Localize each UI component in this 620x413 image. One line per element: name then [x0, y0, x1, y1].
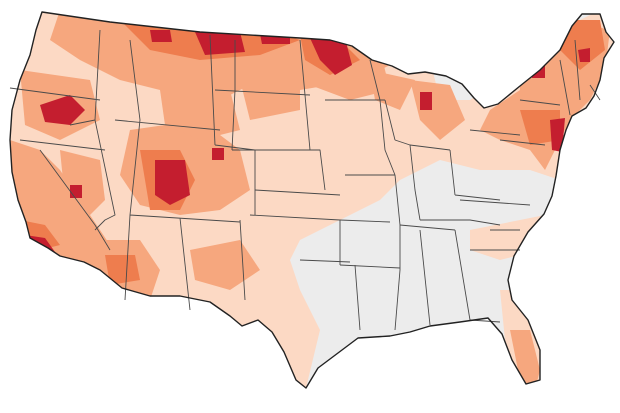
- level4-hotspot-minnesota: [310, 38, 352, 75]
- level2-region-new-mexico: [190, 240, 260, 290]
- level4-hotspot-montana: [195, 32, 245, 55]
- level3-region-pa: [520, 110, 560, 145]
- level4-hotspot-new-jersey: [550, 118, 565, 152]
- level4-hotspot-montana-west: [150, 30, 172, 42]
- level2-region-dakotas: [240, 80, 300, 120]
- level4-hotspot-oregon: [40, 95, 85, 125]
- level4-hotspot-michigan: [420, 92, 432, 110]
- level4-hotspot-utah: [155, 160, 190, 205]
- level4-hotspot-maine: [578, 48, 590, 62]
- level3-region-southwest: [105, 255, 140, 285]
- level2-region-great-basin: [60, 150, 105, 220]
- state-borders: [9, 29, 601, 331]
- level2-region-gulf-coast: [510, 330, 540, 388]
- level4-hotspot-nevada: [70, 185, 82, 198]
- level2-region-wyoming: [160, 90, 240, 140]
- level3-region-northeast: [560, 20, 605, 70]
- level4-hotspot-colorado: [212, 148, 224, 160]
